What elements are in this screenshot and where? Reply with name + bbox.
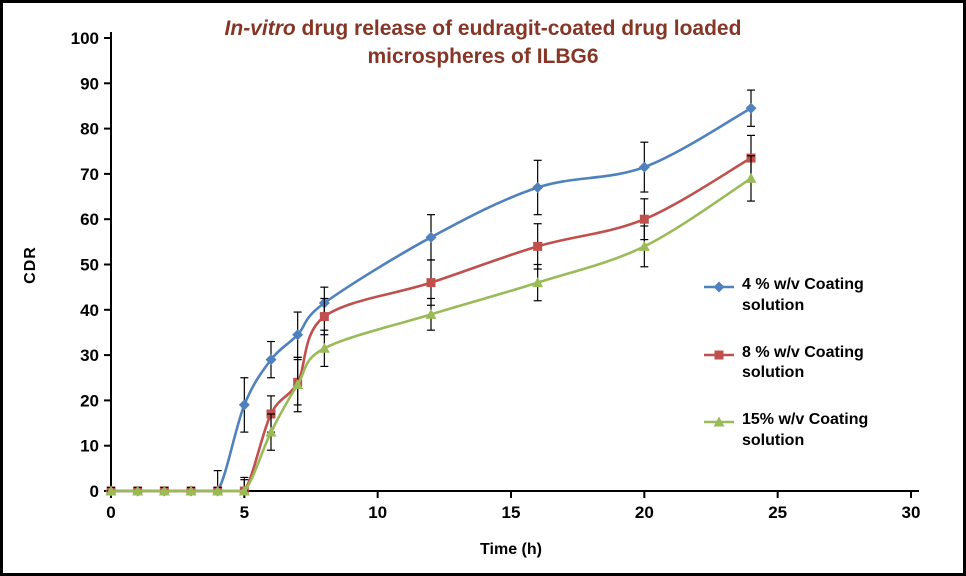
diamond-marker-icon (425, 231, 437, 243)
y-tick-label: 60 (80, 210, 99, 229)
chart-title-line2: microspheres of ILBG6 (367, 45, 599, 69)
legend-swatch-diamond-icon (704, 281, 734, 293)
x-tick-label: 20 (635, 503, 654, 522)
diamond-marker-icon (292, 329, 304, 341)
legend-item-label: 8 % w/v Coating solution (742, 343, 864, 382)
diamond-marker-icon (713, 281, 725, 293)
y-axis-ticks: 0 10 20 30 40 50 60 70 80 90 100 (71, 29, 111, 501)
triangle-marker-icon (532, 277, 544, 288)
chart-title-italic: In-vitro (224, 17, 296, 40)
triangle-marker-icon (185, 485, 197, 496)
diamond-marker-icon (265, 354, 277, 366)
square-marker-icon (639, 214, 649, 224)
legend-item-15pct: 15% w/v Coating solution (703, 410, 912, 452)
diamond-marker-icon (638, 161, 650, 173)
y-tick-label: 10 (80, 437, 99, 456)
y-tick-label: 20 (80, 391, 99, 410)
legend-swatch-triangle-icon (704, 416, 734, 427)
x-tick-label: 30 (902, 503, 921, 522)
x-tick-label: 5 (240, 503, 249, 522)
x-axis-ticks: 0 5 10 15 20 25 30 (106, 491, 920, 522)
triangle-marker-icon (713, 416, 725, 427)
series-markers-15pct (105, 172, 757, 496)
y-tick-label: 100 (71, 29, 99, 48)
triangle-marker-icon (132, 485, 144, 496)
legend-item-4pct: 4 % w/v Coating solution (703, 275, 912, 317)
series-line-15pct (111, 177, 752, 493)
chart-title-rest: drug release of eudragit-coated drug loa… (295, 17, 742, 40)
diamond-marker-icon (745, 102, 757, 114)
legend-item-label: 15% w/v Coating solution (742, 411, 869, 449)
diamond-marker-icon (238, 399, 250, 411)
x-tick-label: 15 (502, 503, 521, 522)
triangle-marker-icon (158, 485, 170, 496)
square-marker-icon (714, 350, 724, 360)
legend: 4 % w/v Coating solution 8 % w/v Coating … (703, 275, 912, 478)
triangle-marker-icon (265, 426, 277, 437)
y-tick-label: 80 (80, 120, 99, 139)
y-tick-label: 70 (80, 165, 99, 184)
error-bars-15pct (107, 155, 755, 492)
triangle-marker-icon (318, 342, 330, 353)
triangle-marker-icon (105, 485, 117, 496)
y-tick-label: 30 (80, 346, 99, 365)
y-tick-label: 50 (80, 256, 99, 275)
x-tick-label: 0 (106, 503, 115, 522)
triangle-marker-icon (212, 485, 224, 496)
triangle-marker-icon (638, 240, 650, 251)
square-marker-icon (319, 312, 329, 322)
diamond-marker-icon (532, 181, 544, 193)
triangle-marker-icon (745, 172, 757, 183)
x-tick-label: 10 (368, 503, 387, 522)
triangle-marker-icon (292, 379, 304, 390)
legend-item-8pct: 8 % w/v Coating solution (703, 343, 912, 385)
square-marker-icon (426, 278, 436, 288)
chart-title: In-vitro drug release of eudragit-coated… (3, 15, 963, 72)
plot-svg: 0 5 10 15 20 25 30 0 10 20 30 40 50 60 70 80 90 100 (71, 29, 921, 522)
y-tick-label: 40 (80, 301, 99, 320)
x-tick-label: 25 (768, 503, 787, 522)
legend-item-label: 4 % w/v Coating solution (742, 276, 864, 314)
y-tick-label: 0 (90, 482, 99, 501)
square-marker-icon (533, 241, 543, 251)
legend-swatch-square-icon (704, 350, 734, 360)
y-tick-label: 90 (80, 74, 99, 93)
x-axis-title: Time (h) (480, 541, 542, 558)
triangle-marker-icon (238, 485, 250, 496)
triangle-marker-icon (425, 308, 437, 319)
